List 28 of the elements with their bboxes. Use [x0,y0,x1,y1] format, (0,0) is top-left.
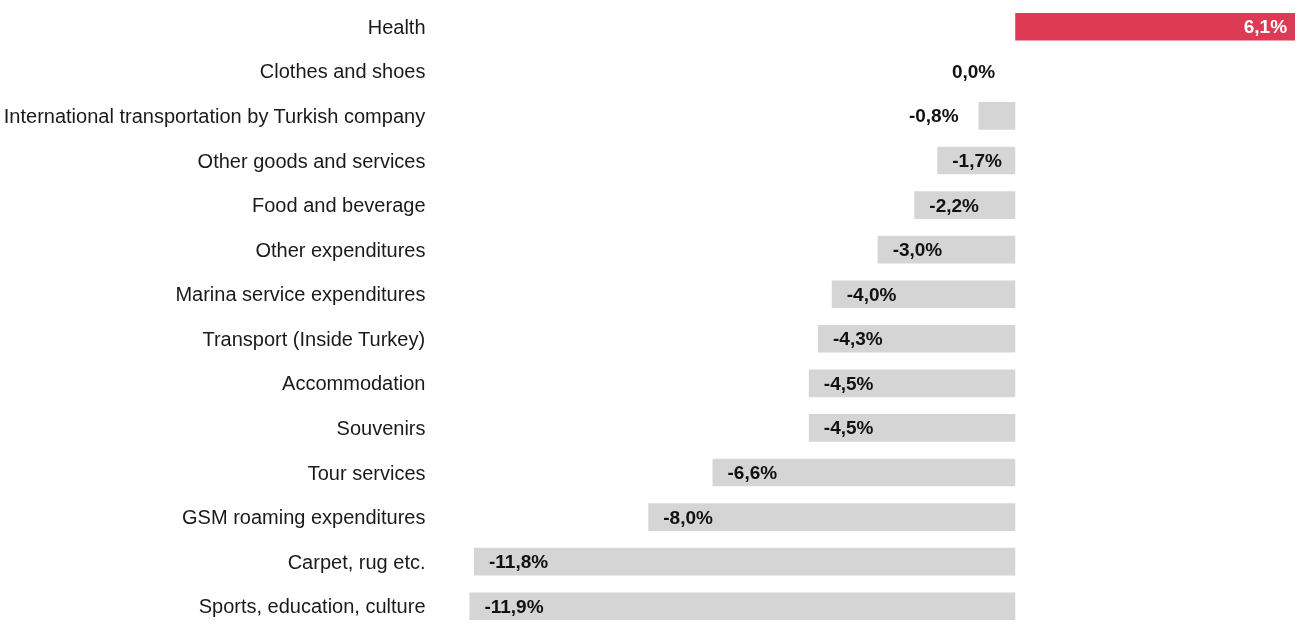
y-tick-label: Souvenirs [336,416,426,439]
y-tick-label: Accommodation [282,372,426,395]
data-label: -2,2% [929,194,980,216]
y-tick-label: Marina service expenditures [175,283,426,306]
data-label: -6,6% [727,462,778,483]
y-tick-label: Transport (Inside Turkey) [202,327,426,350]
y-tick-label: International transportation by Turkish company [3,104,426,127]
y-tick-label: Health [367,15,426,38]
y-tick-label: Sports, education, culture [198,595,426,618]
y-tick-label: Other expenditures [255,238,426,261]
data-label: -1,7% [952,150,1002,171]
data-label: -11,8% [488,551,549,573]
data-label: 0,0% [951,60,996,82]
data-label: -0,8% [908,105,959,127]
data-label: -4,5% [823,372,874,394]
y-tick-label: Other goods and services [197,149,426,172]
y-tick-label: Tour services [307,461,426,484]
data-label: -4,3% [833,328,883,350]
y-tick-label: Food and beverage [252,194,426,217]
data-label: 6,1% [1243,16,1288,38]
data-label: -3,0% [892,239,943,261]
y-tick-label: Clothes and shoes [259,60,426,83]
data-label: -4,0% [846,283,897,305]
data-label: -8,0% [663,506,714,528]
data-label: -4,5% [823,417,874,439]
data-label: -11,9% [484,595,544,617]
y-tick-label: GSM roaming expenditures [182,506,426,529]
y-tick-label: Carpet, rug etc. [287,550,426,573]
